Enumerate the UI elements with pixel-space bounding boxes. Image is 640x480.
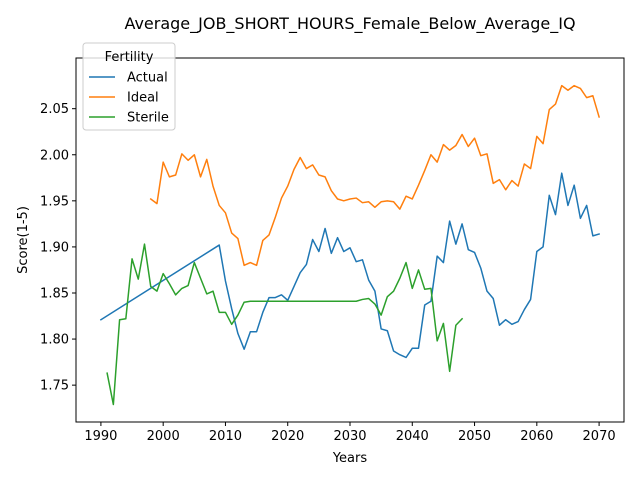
y-tick-label: 2.05: [40, 102, 69, 117]
y-tick-label: 1.90: [40, 240, 69, 255]
chart-title: Average_JOB_SHORT_HOURS_Female_Below_Ave…: [124, 14, 575, 34]
series-line-actual: [99, 172, 601, 359]
x-tick-label: 1990: [84, 429, 117, 444]
x-tick-label: 2050: [458, 429, 491, 444]
legend-label-actual: Actual: [127, 71, 168, 86]
x-tick-label: 2070: [583, 429, 616, 444]
y-tick-label: 1.75: [40, 379, 69, 394]
y-axis-title: Score(1-5): [16, 206, 31, 274]
y-tick-label: 1.80: [40, 333, 69, 348]
legend-label-ideal: Ideal: [127, 91, 159, 106]
legend-box: [82, 42, 176, 131]
legend-label-sterile: Sterile: [127, 111, 169, 126]
x-axis: 1990 2000 2010 2020 2030 2040 2050 2060 2070: [84, 422, 616, 444]
plot-area: [75, 57, 625, 423]
y-axis: 1.75 1.80 1.85 1.90 1.95 2.00 2.05: [40, 102, 76, 394]
x-tick-label: 2000: [147, 429, 180, 444]
y-tick-label: 1.95: [40, 194, 69, 209]
legend-entries: Actual Ideal Sterile: [89, 71, 169, 126]
x-tick-label: 2040: [396, 429, 429, 444]
series-layer: [99, 84, 601, 406]
x-tick-label: 2030: [333, 429, 366, 444]
series-line-ideal: [149, 84, 601, 267]
y-tick-label: 1.85: [40, 286, 69, 301]
y-tick-label: 2.00: [40, 148, 69, 163]
x-tick-label: 2010: [209, 429, 242, 444]
x-tick-label: 2020: [271, 429, 304, 444]
series-line-sterile: [106, 243, 464, 406]
legend-title: Fertility: [105, 50, 154, 65]
x-tick-label: 2060: [520, 429, 553, 444]
legend: Fertility Actual Ideal Sterile: [82, 42, 176, 131]
x-axis-title: Years: [332, 451, 368, 466]
